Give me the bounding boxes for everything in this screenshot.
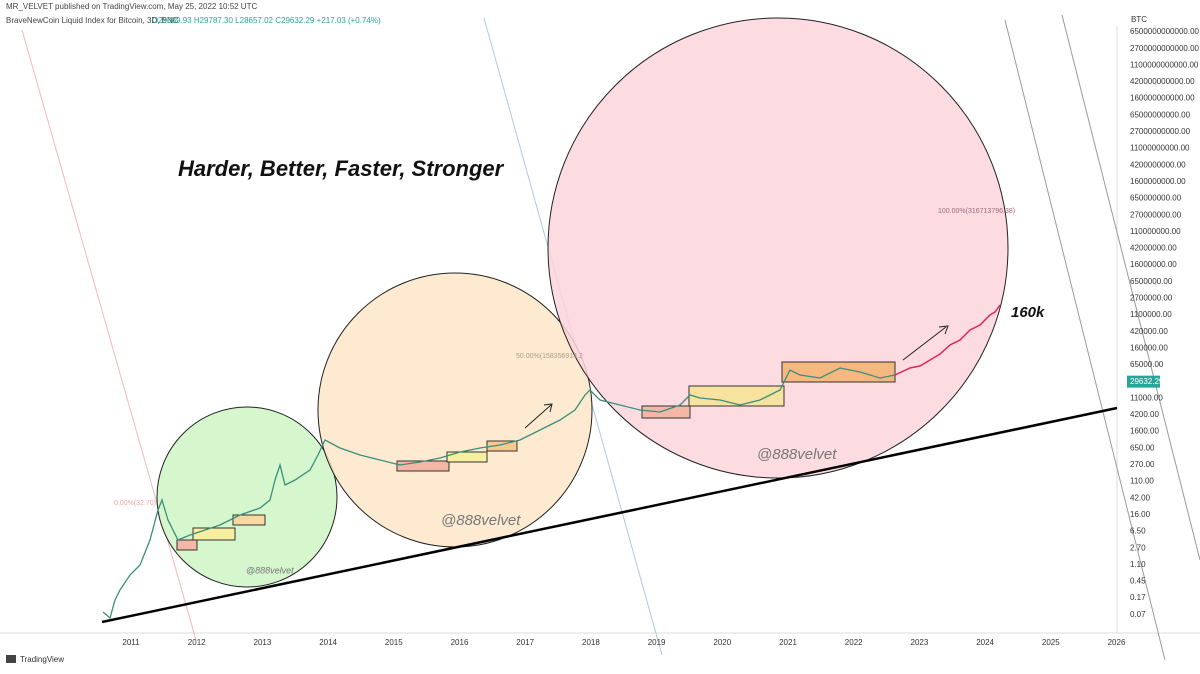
range-box [176, 539, 198, 551]
chart-title: Harder, Better, Faster, Stronger [178, 156, 505, 181]
year-label: 2023 [911, 638, 929, 647]
price-label: 42.00 [1130, 493, 1151, 502]
price-label: 650000000.00 [1130, 194, 1182, 203]
price-label: 0.07 [1130, 610, 1146, 619]
ohlc: O29089.93 H29787.30 L28657.02 C29632.29 … [152, 16, 381, 25]
price-label: 1600000000.00 [1130, 177, 1186, 186]
axis-unit: BTC [1131, 15, 1147, 24]
brand-logo [6, 655, 16, 663]
price-label: 42000000.00 [1130, 244, 1177, 253]
year-label: 2014 [319, 638, 337, 647]
year-label: 2016 [451, 638, 469, 647]
arrow [902, 326, 947, 361]
price-label: 6500000.00 [1130, 277, 1173, 286]
price-label: 1.10 [1130, 560, 1146, 569]
price-label: 2700000.00 [1130, 294, 1173, 303]
price-line [102, 367, 896, 620]
trend-line [101, 406, 1118, 624]
price-label: 2.70 [1130, 543, 1146, 552]
price-label: 4200.00 [1130, 410, 1159, 419]
year-label: 2012 [188, 638, 206, 647]
price-label: 65000.00 [1130, 360, 1164, 369]
price-axis: 6500000000000.00 2700000000000.00 11000000… [1127, 27, 1200, 619]
price-label: 11000000000.00 [1130, 144, 1190, 153]
range-box [486, 440, 518, 452]
watermark: @888velvet [441, 512, 521, 529]
target-label: 160k [1011, 304, 1045, 321]
range-box [688, 385, 785, 407]
price-label: 110.00 [1130, 477, 1154, 486]
fib-label: 50.00%(158356914.2 [516, 353, 583, 360]
arrow [524, 404, 552, 429]
price-label: 110000000.00 [1130, 227, 1181, 236]
price-label: 16.00 [1130, 510, 1151, 519]
price-label: 65000000000.00 [1130, 110, 1191, 119]
guide-line [1004, 19, 1166, 661]
symbol: BraveNewCoin Liquid Index for Bitcoin, 3… [6, 16, 179, 25]
price-label: 4200000000.00 [1130, 160, 1186, 169]
price-label: 420000.00 [1130, 327, 1168, 336]
year-label: 2013 [254, 638, 272, 647]
range-box [396, 460, 450, 472]
range-box [641, 405, 691, 419]
year-label: 2011 [122, 638, 140, 647]
price-label: 16000000.00 [1130, 260, 1177, 269]
projection-line [894, 304, 1001, 376]
cycle-circle [547, 17, 1009, 479]
price-label: 6.50 [1130, 527, 1146, 536]
price-label: 160000000000.00 [1130, 94, 1195, 103]
price-label: 0.45 [1130, 577, 1146, 586]
cycle-circle [156, 406, 338, 588]
year-label: 2020 [713, 638, 731, 647]
year-label: 2026 [1108, 638, 1126, 647]
price-label: 2700000000000.00 [1130, 44, 1200, 53]
price-label: 0.17 [1130, 593, 1146, 602]
watermark: @888velvet [757, 446, 837, 463]
price-label: 6500000000000.00 [1130, 27, 1200, 36]
arrow-head [543, 403, 553, 413]
price-label: 27000000000.00 [1130, 127, 1191, 136]
range-box [232, 514, 266, 526]
price-label: 650.00 [1130, 443, 1155, 452]
year-label: 2018 [582, 638, 600, 647]
guide-line [1061, 14, 1200, 561]
year-label: 2025 [1042, 638, 1060, 647]
time-axis: 2011 2012 2013 2014 2015 2016 2017 2018 2019 2020… [122, 638, 1126, 647]
watermark: @888velvet [246, 565, 294, 575]
price-label: 1100000.00 [1130, 310, 1172, 319]
price-label: 1600.00 [1130, 427, 1159, 436]
range-box [192, 527, 236, 541]
range-box [446, 451, 488, 463]
price-label: 270000000.00 [1130, 210, 1182, 219]
range-box [781, 361, 896, 383]
year-label: 2021 [779, 638, 797, 647]
fib-label: 0.00%(32.70) [114, 500, 156, 507]
price-label: 1100000000000.00 [1130, 60, 1199, 69]
year-label: 2017 [516, 638, 534, 647]
price-label: 270.00 [1130, 460, 1155, 469]
price-label: 420000000000.00 [1130, 77, 1195, 86]
price-tag [1127, 375, 1160, 388]
fib-label: 100.00%(316713796.38) [938, 208, 1015, 215]
arrow-head [938, 325, 949, 335]
brand: TradingView [20, 655, 64, 664]
price-label: 160000.00 [1130, 343, 1168, 352]
year-label: 2024 [976, 638, 994, 647]
publisher: MR_VELVET published on TradingView.com, … [6, 2, 257, 11]
price-label: 11000.00 [1130, 393, 1163, 402]
year-label: 2019 [648, 638, 666, 647]
price-tag-label: 29632.29 [1130, 377, 1164, 386]
year-label: 2022 [845, 638, 863, 647]
year-label: 2015 [385, 638, 403, 647]
